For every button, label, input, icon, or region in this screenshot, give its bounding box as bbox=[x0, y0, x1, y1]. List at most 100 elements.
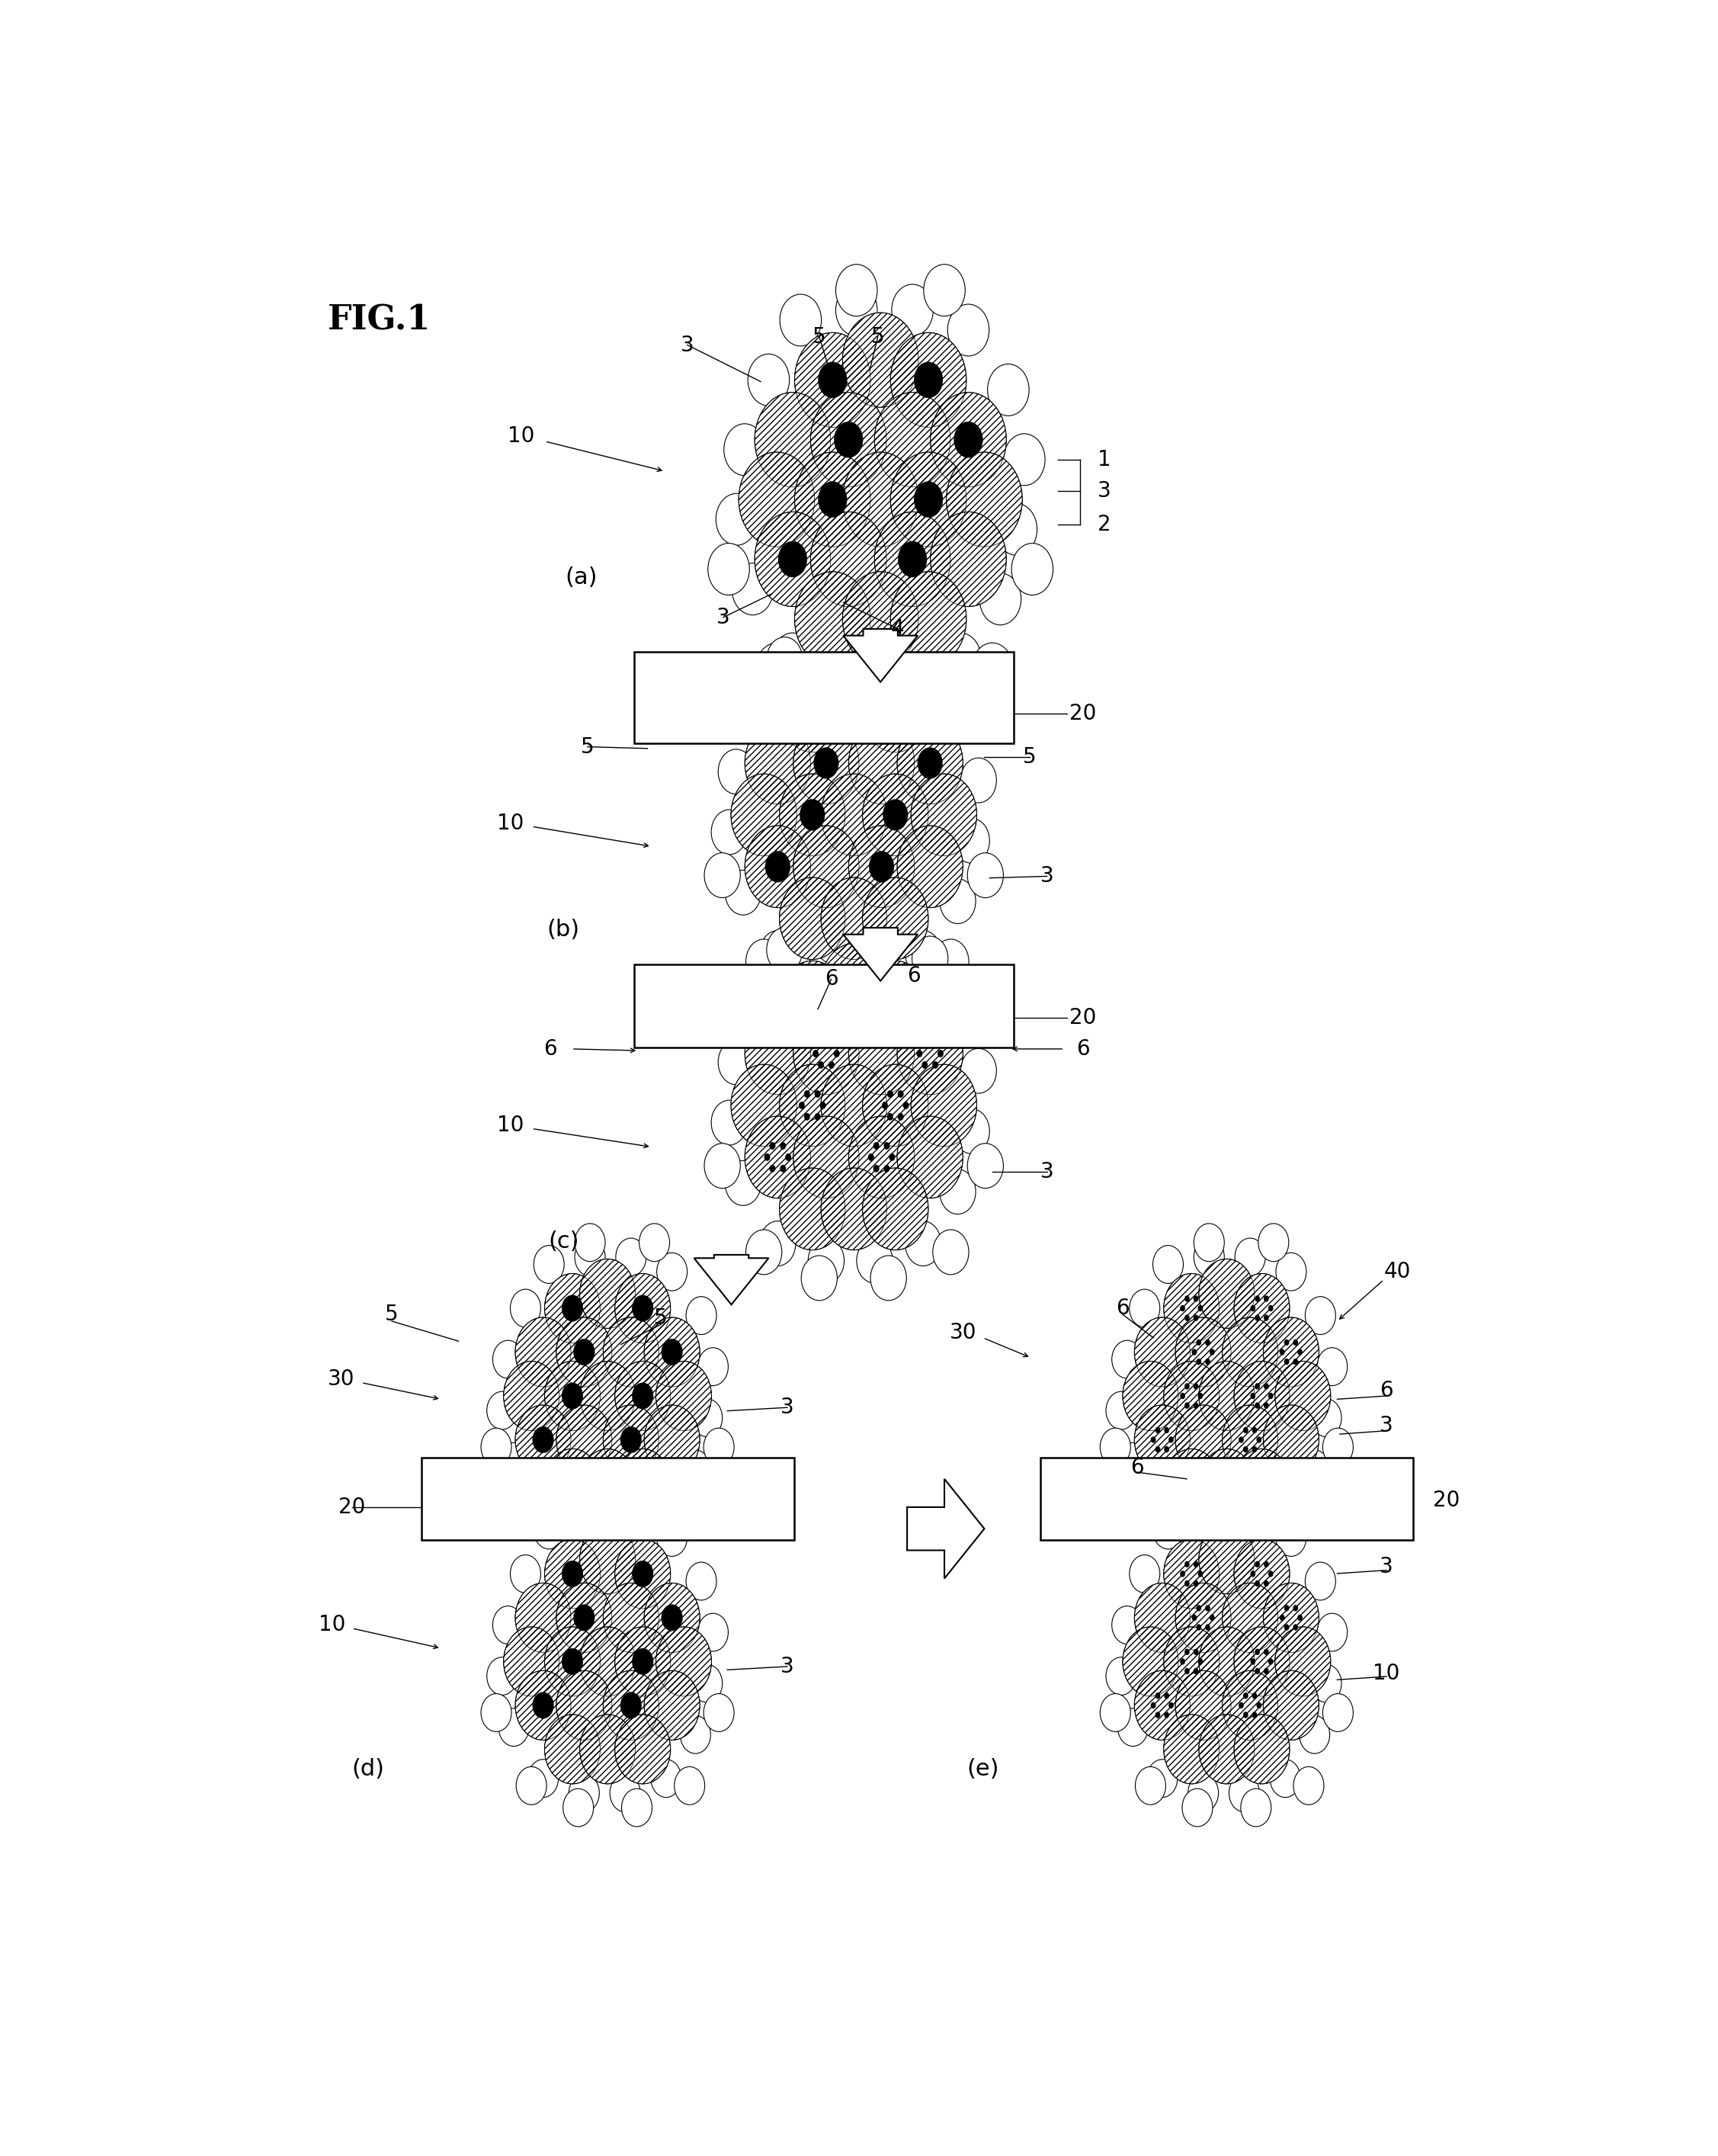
Circle shape bbox=[1244, 1712, 1249, 1718]
Circle shape bbox=[770, 1143, 775, 1149]
Bar bbox=[634, 651, 1014, 744]
Text: (e): (e) bbox=[967, 1759, 1000, 1781]
Circle shape bbox=[842, 313, 919, 407]
Circle shape bbox=[886, 1112, 893, 1121]
Circle shape bbox=[692, 1399, 722, 1436]
Circle shape bbox=[1297, 1615, 1302, 1621]
Circle shape bbox=[1254, 1296, 1259, 1302]
Text: 20: 20 bbox=[1433, 1490, 1460, 1511]
Circle shape bbox=[1194, 1238, 1225, 1276]
Circle shape bbox=[801, 966, 837, 1009]
Circle shape bbox=[911, 1065, 978, 1147]
Circle shape bbox=[1194, 1669, 1199, 1675]
Circle shape bbox=[1297, 1350, 1302, 1356]
Circle shape bbox=[883, 653, 926, 705]
Circle shape bbox=[780, 877, 845, 959]
Circle shape bbox=[545, 1360, 600, 1432]
Circle shape bbox=[1306, 1296, 1335, 1335]
Circle shape bbox=[515, 1406, 570, 1475]
Circle shape bbox=[1204, 1604, 1209, 1611]
Circle shape bbox=[1283, 1339, 1288, 1345]
Circle shape bbox=[1194, 1503, 1225, 1542]
Circle shape bbox=[1264, 1401, 1270, 1408]
Circle shape bbox=[912, 645, 948, 690]
Circle shape bbox=[881, 1102, 888, 1108]
Circle shape bbox=[510, 1554, 541, 1593]
Circle shape bbox=[814, 987, 821, 994]
Circle shape bbox=[780, 774, 845, 856]
Circle shape bbox=[615, 1449, 670, 1518]
Circle shape bbox=[1192, 1350, 1197, 1356]
Circle shape bbox=[620, 1692, 641, 1718]
Text: 5: 5 bbox=[655, 1307, 668, 1328]
Circle shape bbox=[1283, 1623, 1288, 1630]
Circle shape bbox=[1252, 1427, 1258, 1434]
Circle shape bbox=[849, 722, 914, 804]
Circle shape bbox=[1239, 1436, 1244, 1442]
Circle shape bbox=[821, 1169, 886, 1250]
Circle shape bbox=[862, 877, 928, 959]
Circle shape bbox=[849, 1117, 914, 1199]
Circle shape bbox=[899, 1091, 904, 1097]
Circle shape bbox=[1299, 1716, 1330, 1753]
Circle shape bbox=[576, 1490, 605, 1526]
Circle shape bbox=[1194, 1490, 1225, 1526]
Circle shape bbox=[814, 627, 850, 673]
Circle shape bbox=[821, 1065, 886, 1147]
Circle shape bbox=[874, 511, 950, 606]
Circle shape bbox=[892, 610, 928, 655]
Circle shape bbox=[1153, 1511, 1184, 1548]
Text: 3: 3 bbox=[716, 606, 730, 627]
Circle shape bbox=[1196, 1358, 1201, 1365]
Circle shape bbox=[564, 1789, 593, 1826]
Circle shape bbox=[545, 1628, 600, 1697]
Circle shape bbox=[754, 392, 830, 487]
Circle shape bbox=[1264, 1384, 1270, 1388]
Circle shape bbox=[1264, 1296, 1270, 1302]
Circle shape bbox=[603, 1583, 658, 1651]
Circle shape bbox=[1129, 1289, 1160, 1328]
Circle shape bbox=[819, 998, 826, 1005]
Circle shape bbox=[814, 1009, 821, 1018]
Circle shape bbox=[1154, 1447, 1160, 1453]
Circle shape bbox=[814, 748, 838, 778]
Circle shape bbox=[883, 1164, 890, 1173]
Circle shape bbox=[1254, 1401, 1259, 1408]
Circle shape bbox=[1234, 1449, 1290, 1518]
Circle shape bbox=[1163, 1449, 1220, 1518]
Circle shape bbox=[924, 265, 966, 317]
Circle shape bbox=[1184, 1296, 1189, 1302]
Text: 30: 30 bbox=[950, 1322, 976, 1343]
Circle shape bbox=[833, 1050, 840, 1056]
Circle shape bbox=[1256, 1436, 1261, 1442]
Text: 6: 6 bbox=[1117, 1298, 1129, 1319]
Circle shape bbox=[557, 1671, 612, 1740]
Circle shape bbox=[953, 1108, 990, 1153]
Circle shape bbox=[1112, 1341, 1142, 1378]
Circle shape bbox=[651, 1759, 682, 1798]
Circle shape bbox=[1318, 1613, 1347, 1651]
Circle shape bbox=[1251, 1304, 1256, 1311]
Circle shape bbox=[780, 1169, 845, 1250]
Circle shape bbox=[534, 1511, 564, 1548]
Circle shape bbox=[828, 1039, 835, 1046]
Circle shape bbox=[960, 1048, 996, 1093]
Circle shape bbox=[804, 987, 809, 994]
Circle shape bbox=[886, 1091, 893, 1097]
Circle shape bbox=[933, 1229, 969, 1274]
Circle shape bbox=[725, 871, 761, 914]
Circle shape bbox=[615, 1360, 670, 1432]
Circle shape bbox=[804, 1009, 809, 1018]
Circle shape bbox=[1244, 1447, 1249, 1453]
Circle shape bbox=[673, 1766, 704, 1805]
Circle shape bbox=[1182, 1789, 1213, 1826]
Circle shape bbox=[1268, 1572, 1273, 1576]
Text: 6: 6 bbox=[1380, 1380, 1393, 1401]
Circle shape bbox=[1294, 1501, 1325, 1539]
Circle shape bbox=[835, 285, 878, 336]
Circle shape bbox=[1100, 1427, 1130, 1466]
Circle shape bbox=[557, 1583, 612, 1651]
Circle shape bbox=[1199, 1628, 1254, 1697]
Text: 2: 2 bbox=[1098, 513, 1112, 535]
Circle shape bbox=[1197, 1572, 1203, 1576]
